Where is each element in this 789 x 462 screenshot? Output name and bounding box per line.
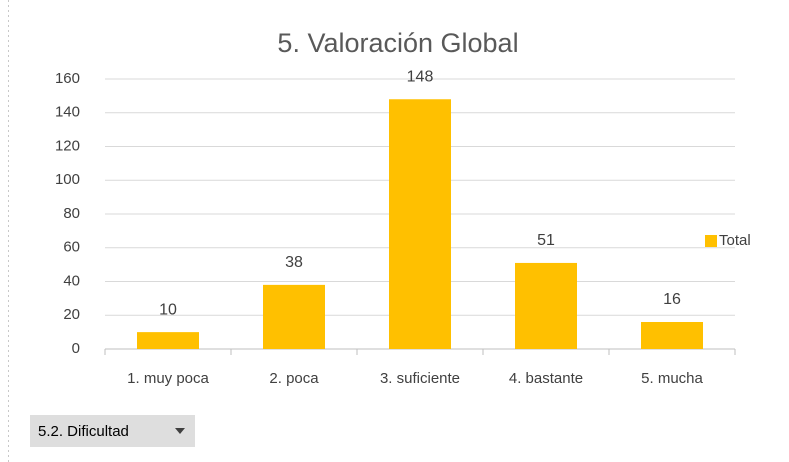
x-tick-label: 4. bastante [509, 370, 583, 387]
bar [137, 332, 199, 349]
filter-button-label: 5.2. Dificultad [38, 423, 129, 440]
y-tick-label: 100 [55, 171, 80, 188]
data-label: 38 [285, 254, 303, 271]
y-tick-label: 160 [55, 70, 80, 87]
y-tick-label: 0 [72, 340, 80, 357]
data-label: 148 [407, 68, 434, 85]
bar [515, 262, 577, 349]
chart-title: 5. Valoración Global [277, 28, 518, 58]
data-label: 16 [663, 291, 681, 308]
y-tick-label: 120 [55, 137, 80, 154]
data-label: 10 [159, 301, 177, 318]
legend-label: Total [719, 232, 751, 249]
legend-swatch [705, 235, 717, 247]
data-label: 51 [537, 232, 555, 249]
y-tick-label: 60 [63, 239, 80, 256]
x-tick-label: 2. poca [269, 370, 319, 387]
y-tick-label: 40 [63, 272, 80, 289]
filter-button-bg [30, 415, 195, 447]
bar [641, 322, 703, 349]
y-tick-label: 140 [55, 104, 80, 121]
x-tick-label: 1. muy poca [127, 370, 209, 387]
x-tick-label: 5. mucha [641, 370, 703, 387]
y-tick-label: 80 [63, 205, 80, 222]
bar [389, 99, 451, 349]
bar [263, 284, 325, 349]
filter-button[interactable]: 5.2. Dificultad [30, 415, 195, 447]
y-tick-label: 20 [63, 306, 80, 323]
x-tick-label: 3. suficiente [380, 370, 460, 387]
dropdown-arrow [175, 428, 185, 434]
